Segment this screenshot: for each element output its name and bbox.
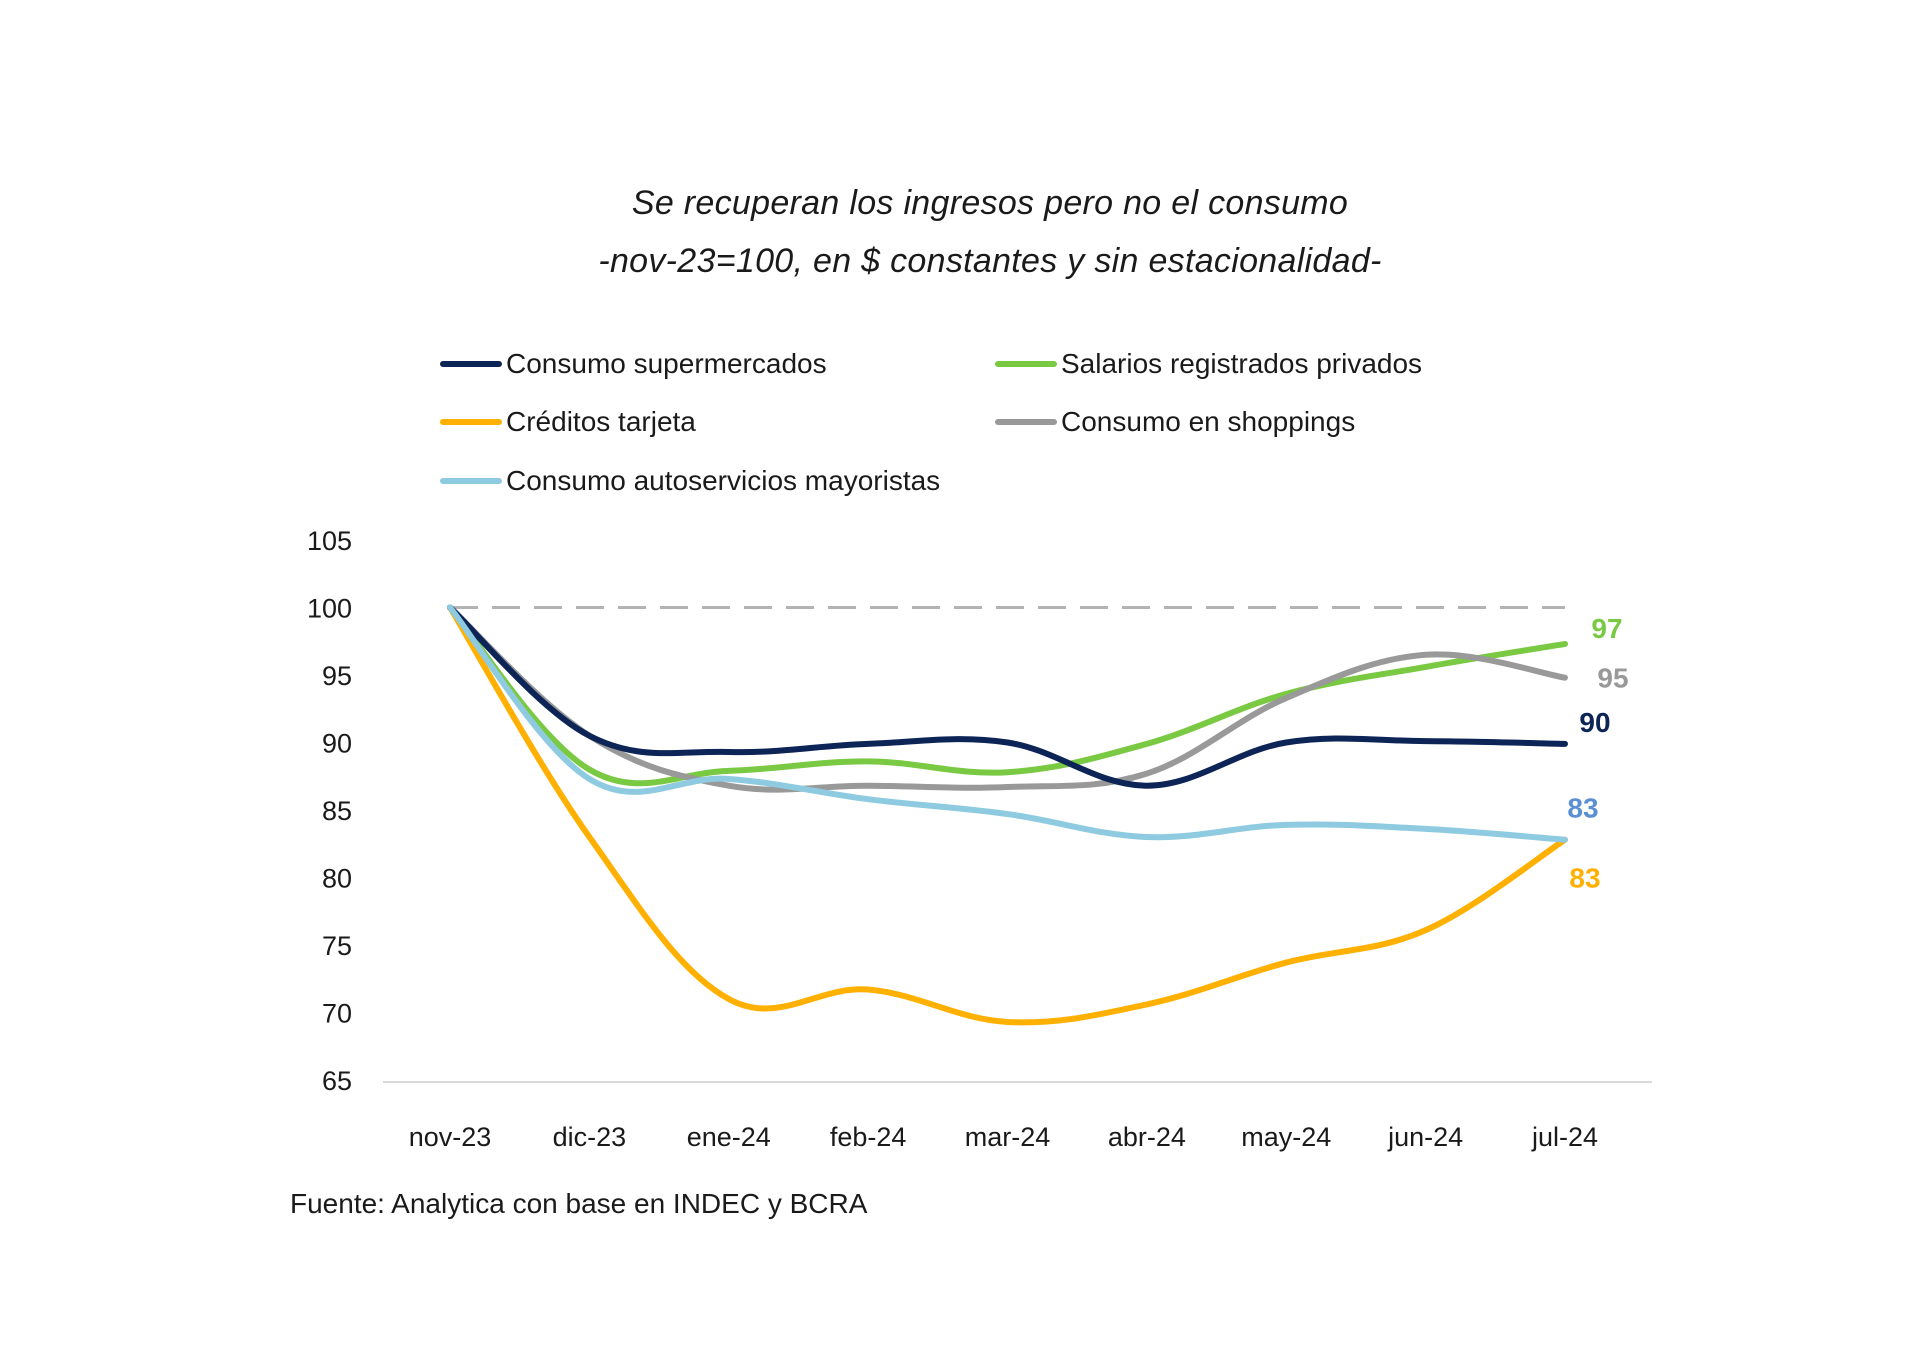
end-value-label: 97 [1591,613,1622,644]
x-tick-label: nov-23 [409,1122,492,1152]
y-tick-label: 65 [322,1066,352,1096]
end-value-label: 95 [1597,663,1628,694]
series-line-consumo-autoservicios-mayoristas [447,604,1568,843]
y-tick-label: 105 [307,526,352,556]
x-tick-label: dic-23 [553,1122,627,1152]
end-value-label: 90 [1579,707,1610,738]
legend-label: Consumo en shoppings [1061,406,1356,437]
x-tick-label: ene-24 [687,1122,771,1152]
legend-label: Consumo autoservicios mayoristas [506,465,941,496]
chart-subtitle: -nov-23=100, en $ constantes y sin estac… [598,242,1382,280]
y-tick-label: 80 [322,864,352,894]
legend-item-autoservicios-mayoristas: Consumo autoservicios mayoristas [440,465,940,497]
legend-label: Salarios registrados privados [1061,348,1423,379]
y-tick-label: 70 [322,999,352,1029]
x-tick-label: abr-24 [1108,1122,1186,1152]
end-labels: 90 97 83 95 83 [1567,613,1628,894]
legend-item-salarios-registrados: Salarios registrados privados [995,348,1422,380]
series-lines [447,604,1568,1026]
legend-item-consumo-shoppings: Consumo en shoppings [995,406,1355,438]
y-tick-label: 75 [322,931,352,961]
x-tick-label: feb-24 [830,1122,907,1152]
legend-item-creditos-tarjeta: Créditos tarjeta [440,406,696,438]
legend-item-consumo-supermercados: Consumo supermercados [440,348,827,380]
series-line-consumo-en-shoppings [447,604,1568,793]
legend-swatch [440,361,502,367]
legend-swatch [440,419,502,425]
x-tick-label: may-24 [1241,1122,1331,1152]
end-value-label: 83 [1567,793,1598,824]
source-note: Fuente: Analytica con base en INDEC y BC… [290,1188,868,1219]
y-axis: 65 70 75 80 85 90 95 100 105 [307,526,352,1096]
y-tick-label: 100 [307,594,352,624]
series-line-creditos-tarjeta [447,604,1568,1026]
series-line-consumo-supermercados [447,604,1568,789]
y-tick-label: 90 [322,729,352,759]
end-value-label: 83 [1569,863,1600,894]
y-tick-label: 95 [322,661,352,691]
x-tick-label: jul-24 [1531,1122,1598,1152]
legend-swatch [995,361,1057,367]
x-axis: nov-23 dic-23 ene-24 feb-24 mar-24 abr-24 may-… [383,1081,1652,1152]
legend-swatch [995,419,1057,425]
y-tick-label: 85 [322,796,352,826]
legend-swatch [440,478,502,484]
chart-title: Se recuperan los ingresos pero no el con… [631,184,1349,222]
series-line-salarios-registrados-privados [447,604,1568,787]
x-tick-label: mar-24 [965,1122,1051,1152]
legend-label: Créditos tarjeta [506,406,696,437]
x-tick-label: jun-24 [1387,1122,1463,1152]
legend-label: Consumo supermercados [506,348,827,379]
